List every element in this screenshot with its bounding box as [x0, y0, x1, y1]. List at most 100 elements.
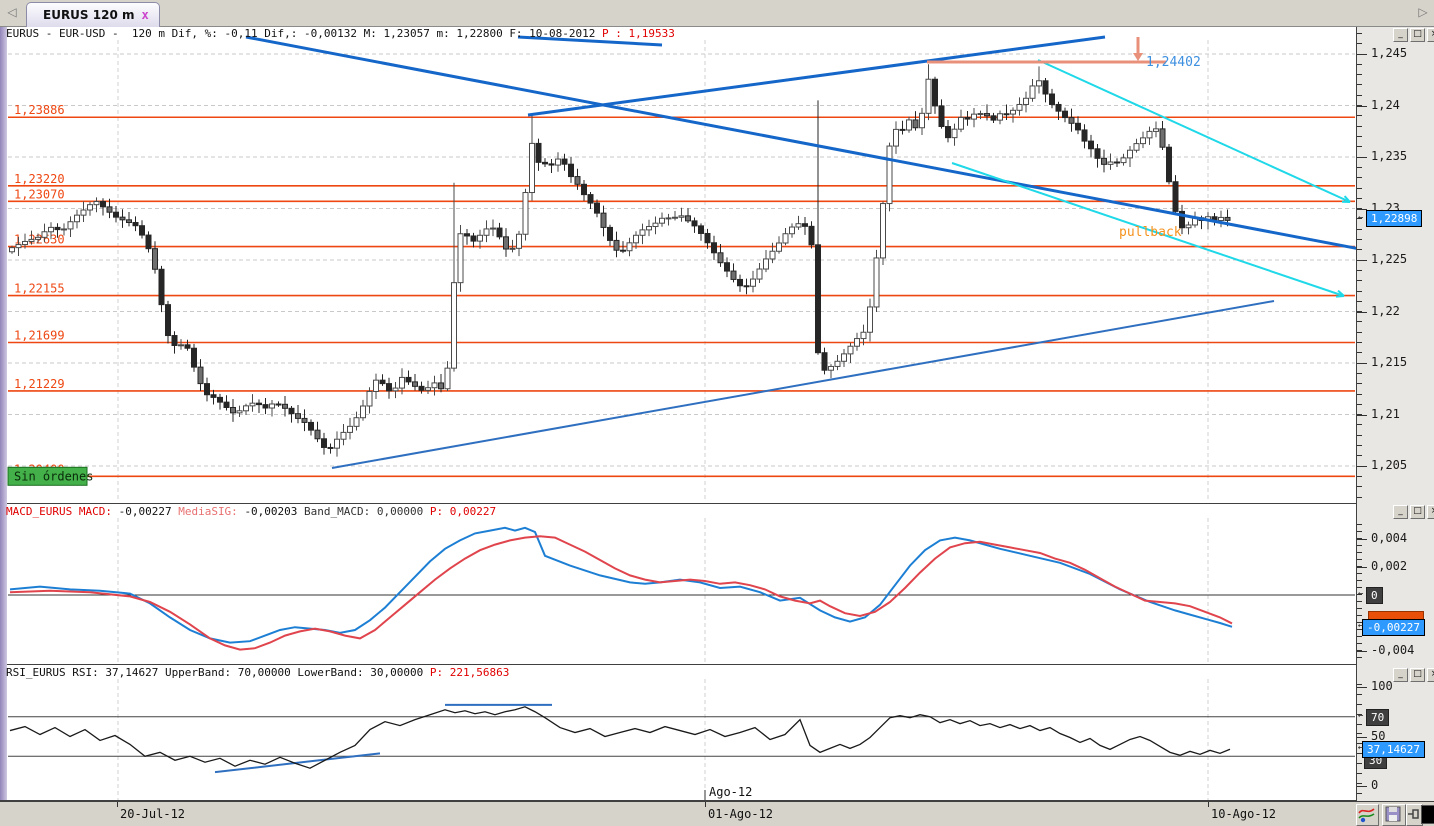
candle-body	[698, 225, 704, 234]
candle-body	[1062, 110, 1068, 119]
tab-close-icon[interactable]: x	[141, 8, 149, 22]
axis-tick	[1357, 753, 1362, 754]
save-icon[interactable]	[1382, 804, 1406, 826]
candle-body	[269, 403, 275, 409]
mediasig-line	[9, 535, 1233, 651]
tab-scroll-left-icon[interactable]: ◁	[7, 5, 17, 19]
axis-tick	[1357, 321, 1362, 322]
maximize-button[interactable]: □	[1410, 505, 1425, 519]
axis-tick	[1357, 743, 1362, 744]
axis-tick	[1357, 587, 1362, 588]
close-button[interactable]: ×	[1427, 28, 1434, 42]
axis-tick	[1357, 559, 1362, 560]
minimize-button[interactable]: _	[1393, 28, 1408, 42]
tab-scroll-right-icon[interactable]: ▷	[1418, 5, 1428, 19]
maximize-button[interactable]: □	[1410, 668, 1425, 682]
candle-body	[100, 200, 106, 208]
candle-body	[828, 365, 834, 371]
time-axis[interactable]: 20-Jul-12 01-Ago-12 10-Ago-12	[0, 801, 1434, 826]
axis-tick	[1357, 146, 1362, 147]
candle-body	[360, 405, 366, 419]
candle-body	[665, 217, 672, 220]
ascending-trendline[interactable]	[527, 35, 1106, 117]
price-chart-panel[interactable]: 1,238861,232201,230701,226301,221551,216…	[0, 26, 1434, 504]
candle-body	[256, 402, 262, 406]
support-trendline[interactable]	[331, 300, 1275, 469]
candle-body	[626, 242, 633, 252]
candle-body	[178, 344, 184, 347]
candle-body	[756, 268, 763, 280]
color-swatch[interactable]	[1421, 805, 1434, 824]
candle-body	[633, 234, 639, 244]
candle-body	[35, 236, 41, 240]
close-button[interactable]: ×	[1427, 505, 1434, 519]
candle-body	[1003, 113, 1010, 116]
candle-body	[834, 360, 841, 367]
axis-tick	[1357, 724, 1362, 725]
cyan-channel-lower[interactable]	[951, 162, 1345, 297]
axis-tick	[1357, 650, 1362, 651]
candle-body	[529, 142, 535, 194]
rsi-header-text: RSI_EURUS RSI: 37,14627 UpperBand: 70,00…	[6, 666, 430, 679]
candle-body	[808, 225, 815, 246]
axis-tick	[1357, 539, 1367, 540]
rsi-panel[interactable]: Ago-12 RSI_EURUS RSI: 37,14627 UpperBand…	[0, 665, 1434, 801]
no-orders-badge	[7, 466, 88, 486]
axis-tick	[1357, 773, 1362, 774]
axis-tick	[1357, 280, 1362, 281]
candle-body	[1023, 97, 1029, 105]
axis-tick	[1357, 486, 1362, 487]
tab-eurus-120m[interactable]: EURUS 120 m x	[26, 2, 160, 27]
candle-body	[990, 115, 997, 121]
short-top-trendline[interactable]	[517, 35, 663, 47]
axis-tick	[1357, 704, 1362, 705]
minimize-button[interactable]: _	[1393, 668, 1408, 682]
price-chart-canvas[interactable]: 1,238861,232201,230701,226301,221551,216…	[0, 26, 1356, 502]
minimize-button[interactable]: _	[1393, 505, 1408, 519]
rsi-canvas[interactable]: Ago-12	[0, 665, 1356, 800]
price-header: EURUS - EUR-USD - 120 m Dif, %: -0,11 Di…	[6, 27, 675, 40]
candle-body	[737, 278, 743, 287]
axis-tick	[1357, 352, 1362, 353]
date-label: 10-Ago-12	[1211, 807, 1277, 821]
candle-body	[1218, 216, 1224, 222]
price-axis-column[interactable]: 1,245 1,24 1,235 1,23 1,225 1,22 1,215 1,21 1,20…	[1356, 26, 1434, 801]
axis-label: 1,215	[1371, 355, 1408, 369]
candle-body	[41, 231, 48, 238]
candle-body	[158, 268, 165, 306]
candle-body	[373, 379, 379, 392]
candle-body	[191, 347, 197, 368]
candle-body	[412, 381, 418, 387]
price-level-label: 1,22155	[14, 282, 65, 296]
candle-body	[1179, 210, 1185, 229]
cyan-channel-upper[interactable]	[1037, 59, 1351, 203]
candle-body	[1101, 157, 1107, 165]
candle-body	[730, 270, 737, 280]
candle-body	[912, 119, 919, 129]
macd-panel[interactable]: MACD_EURUS MACD: -0,00227 MediaSIG: -0,0…	[0, 504, 1434, 665]
axis-tick	[1357, 157, 1367, 158]
chart-waves-icon[interactable]	[1356, 804, 1379, 826]
candle-body	[1029, 85, 1036, 99]
close-button[interactable]: ×	[1427, 668, 1434, 682]
candle-body	[230, 406, 236, 414]
axis-tick	[1357, 793, 1362, 794]
axis-label: 100	[1371, 679, 1393, 693]
candle-body	[1036, 80, 1042, 87]
descending-trendline[interactable]	[245, 35, 1356, 250]
candle-body	[802, 223, 808, 227]
axis-tick	[1357, 687, 1367, 688]
candle-body	[1094, 148, 1101, 159]
macd-canvas[interactable]	[0, 504, 1356, 664]
axis-tick	[1357, 33, 1362, 34]
candle-body	[1081, 129, 1088, 142]
candle-body	[470, 235, 477, 242]
axis-tick	[1357, 126, 1362, 127]
rsi-bottom-line[interactable]	[214, 752, 381, 774]
maximize-button[interactable]: □	[1410, 28, 1425, 42]
candle-body	[1055, 103, 1062, 112]
pullback-annotation: pullback	[1119, 225, 1182, 240]
axis-tick	[1357, 363, 1367, 364]
date-label: 20-Jul-12	[120, 807, 186, 821]
candle-body	[1114, 161, 1120, 164]
